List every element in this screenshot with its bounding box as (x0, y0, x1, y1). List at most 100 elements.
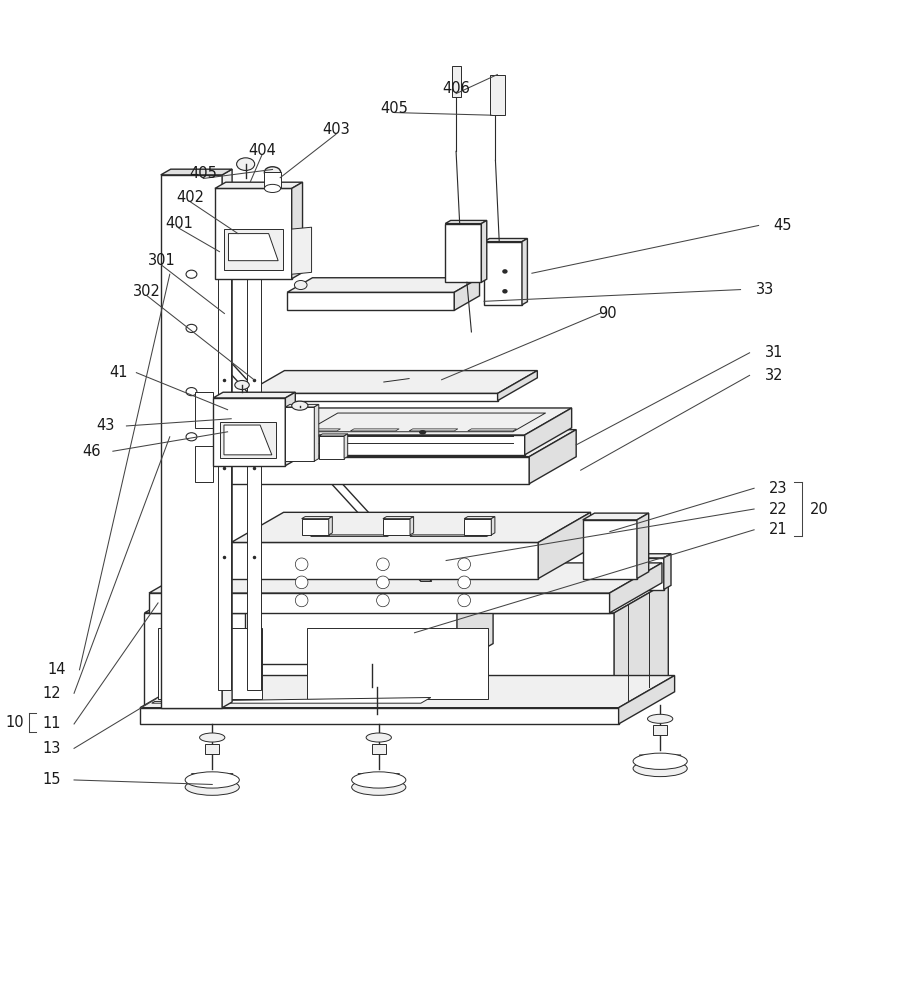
Polygon shape (226, 435, 524, 455)
Polygon shape (319, 434, 347, 436)
Polygon shape (627, 558, 664, 590)
Circle shape (214, 576, 226, 589)
Text: 20: 20 (810, 502, 829, 517)
Polygon shape (464, 517, 494, 519)
Polygon shape (464, 519, 491, 535)
Text: 41: 41 (109, 365, 127, 380)
Polygon shape (149, 563, 662, 593)
Polygon shape (195, 446, 213, 482)
Polygon shape (245, 393, 497, 401)
Polygon shape (637, 513, 649, 579)
Circle shape (376, 594, 389, 607)
Polygon shape (315, 404, 319, 461)
Polygon shape (231, 512, 591, 542)
Polygon shape (468, 429, 516, 431)
Polygon shape (140, 708, 619, 724)
Polygon shape (224, 229, 283, 270)
Text: 406: 406 (442, 81, 470, 96)
Ellipse shape (185, 772, 239, 788)
Ellipse shape (633, 760, 687, 777)
Text: 21: 21 (769, 522, 788, 537)
Text: 404: 404 (248, 143, 275, 158)
Text: 90: 90 (598, 306, 617, 321)
Text: 31: 31 (764, 345, 784, 360)
Ellipse shape (366, 733, 392, 742)
Circle shape (214, 594, 226, 607)
Ellipse shape (647, 714, 673, 723)
Polygon shape (287, 278, 480, 292)
Circle shape (458, 558, 471, 571)
Text: 301: 301 (148, 253, 175, 268)
Polygon shape (639, 755, 681, 764)
Polygon shape (265, 172, 281, 188)
Polygon shape (583, 520, 637, 579)
Text: 23: 23 (769, 481, 788, 496)
Text: 33: 33 (755, 282, 774, 297)
Polygon shape (228, 234, 278, 261)
Polygon shape (383, 517, 414, 519)
Polygon shape (195, 392, 213, 428)
Polygon shape (409, 429, 458, 431)
Polygon shape (245, 580, 493, 601)
Polygon shape (445, 224, 482, 282)
Text: 401: 401 (165, 216, 193, 231)
Polygon shape (484, 242, 522, 305)
Polygon shape (226, 408, 572, 435)
Polygon shape (213, 398, 285, 466)
Polygon shape (158, 628, 262, 699)
Polygon shape (410, 535, 489, 536)
Polygon shape (345, 434, 347, 459)
Polygon shape (215, 188, 292, 279)
Ellipse shape (502, 269, 507, 274)
Polygon shape (220, 422, 276, 458)
Text: 403: 403 (322, 122, 350, 137)
Polygon shape (350, 429, 399, 431)
Polygon shape (329, 517, 333, 535)
Polygon shape (664, 554, 671, 590)
Circle shape (458, 576, 471, 589)
Polygon shape (452, 66, 462, 97)
Ellipse shape (633, 753, 687, 769)
Polygon shape (358, 774, 400, 783)
Polygon shape (145, 582, 668, 613)
Polygon shape (224, 425, 272, 455)
Ellipse shape (186, 433, 197, 441)
Text: 10: 10 (5, 715, 25, 730)
Polygon shape (292, 429, 341, 431)
Ellipse shape (352, 772, 405, 788)
Text: 11: 11 (42, 716, 61, 731)
Polygon shape (231, 430, 576, 457)
Polygon shape (161, 169, 232, 175)
Ellipse shape (265, 184, 281, 192)
Polygon shape (522, 239, 527, 305)
Ellipse shape (292, 401, 308, 410)
Ellipse shape (186, 270, 197, 278)
Ellipse shape (265, 167, 281, 178)
Ellipse shape (200, 733, 225, 742)
Polygon shape (247, 247, 261, 690)
Circle shape (214, 558, 226, 571)
Text: 14: 14 (47, 662, 66, 677)
Polygon shape (614, 582, 668, 708)
Circle shape (295, 558, 308, 571)
Polygon shape (490, 75, 504, 115)
Ellipse shape (295, 281, 307, 290)
Polygon shape (217, 247, 231, 690)
Polygon shape (231, 457, 529, 484)
Polygon shape (524, 408, 572, 455)
Polygon shape (285, 407, 315, 461)
Ellipse shape (236, 158, 255, 170)
Polygon shape (205, 744, 219, 754)
Polygon shape (410, 517, 414, 535)
Ellipse shape (235, 380, 249, 390)
Polygon shape (627, 554, 671, 558)
Polygon shape (222, 365, 432, 581)
Ellipse shape (352, 779, 405, 795)
Text: 22: 22 (769, 502, 788, 517)
Polygon shape (213, 392, 295, 398)
Polygon shape (619, 676, 674, 724)
Circle shape (295, 576, 308, 589)
Polygon shape (161, 175, 222, 708)
Polygon shape (222, 169, 232, 708)
Text: 46: 46 (82, 444, 101, 459)
